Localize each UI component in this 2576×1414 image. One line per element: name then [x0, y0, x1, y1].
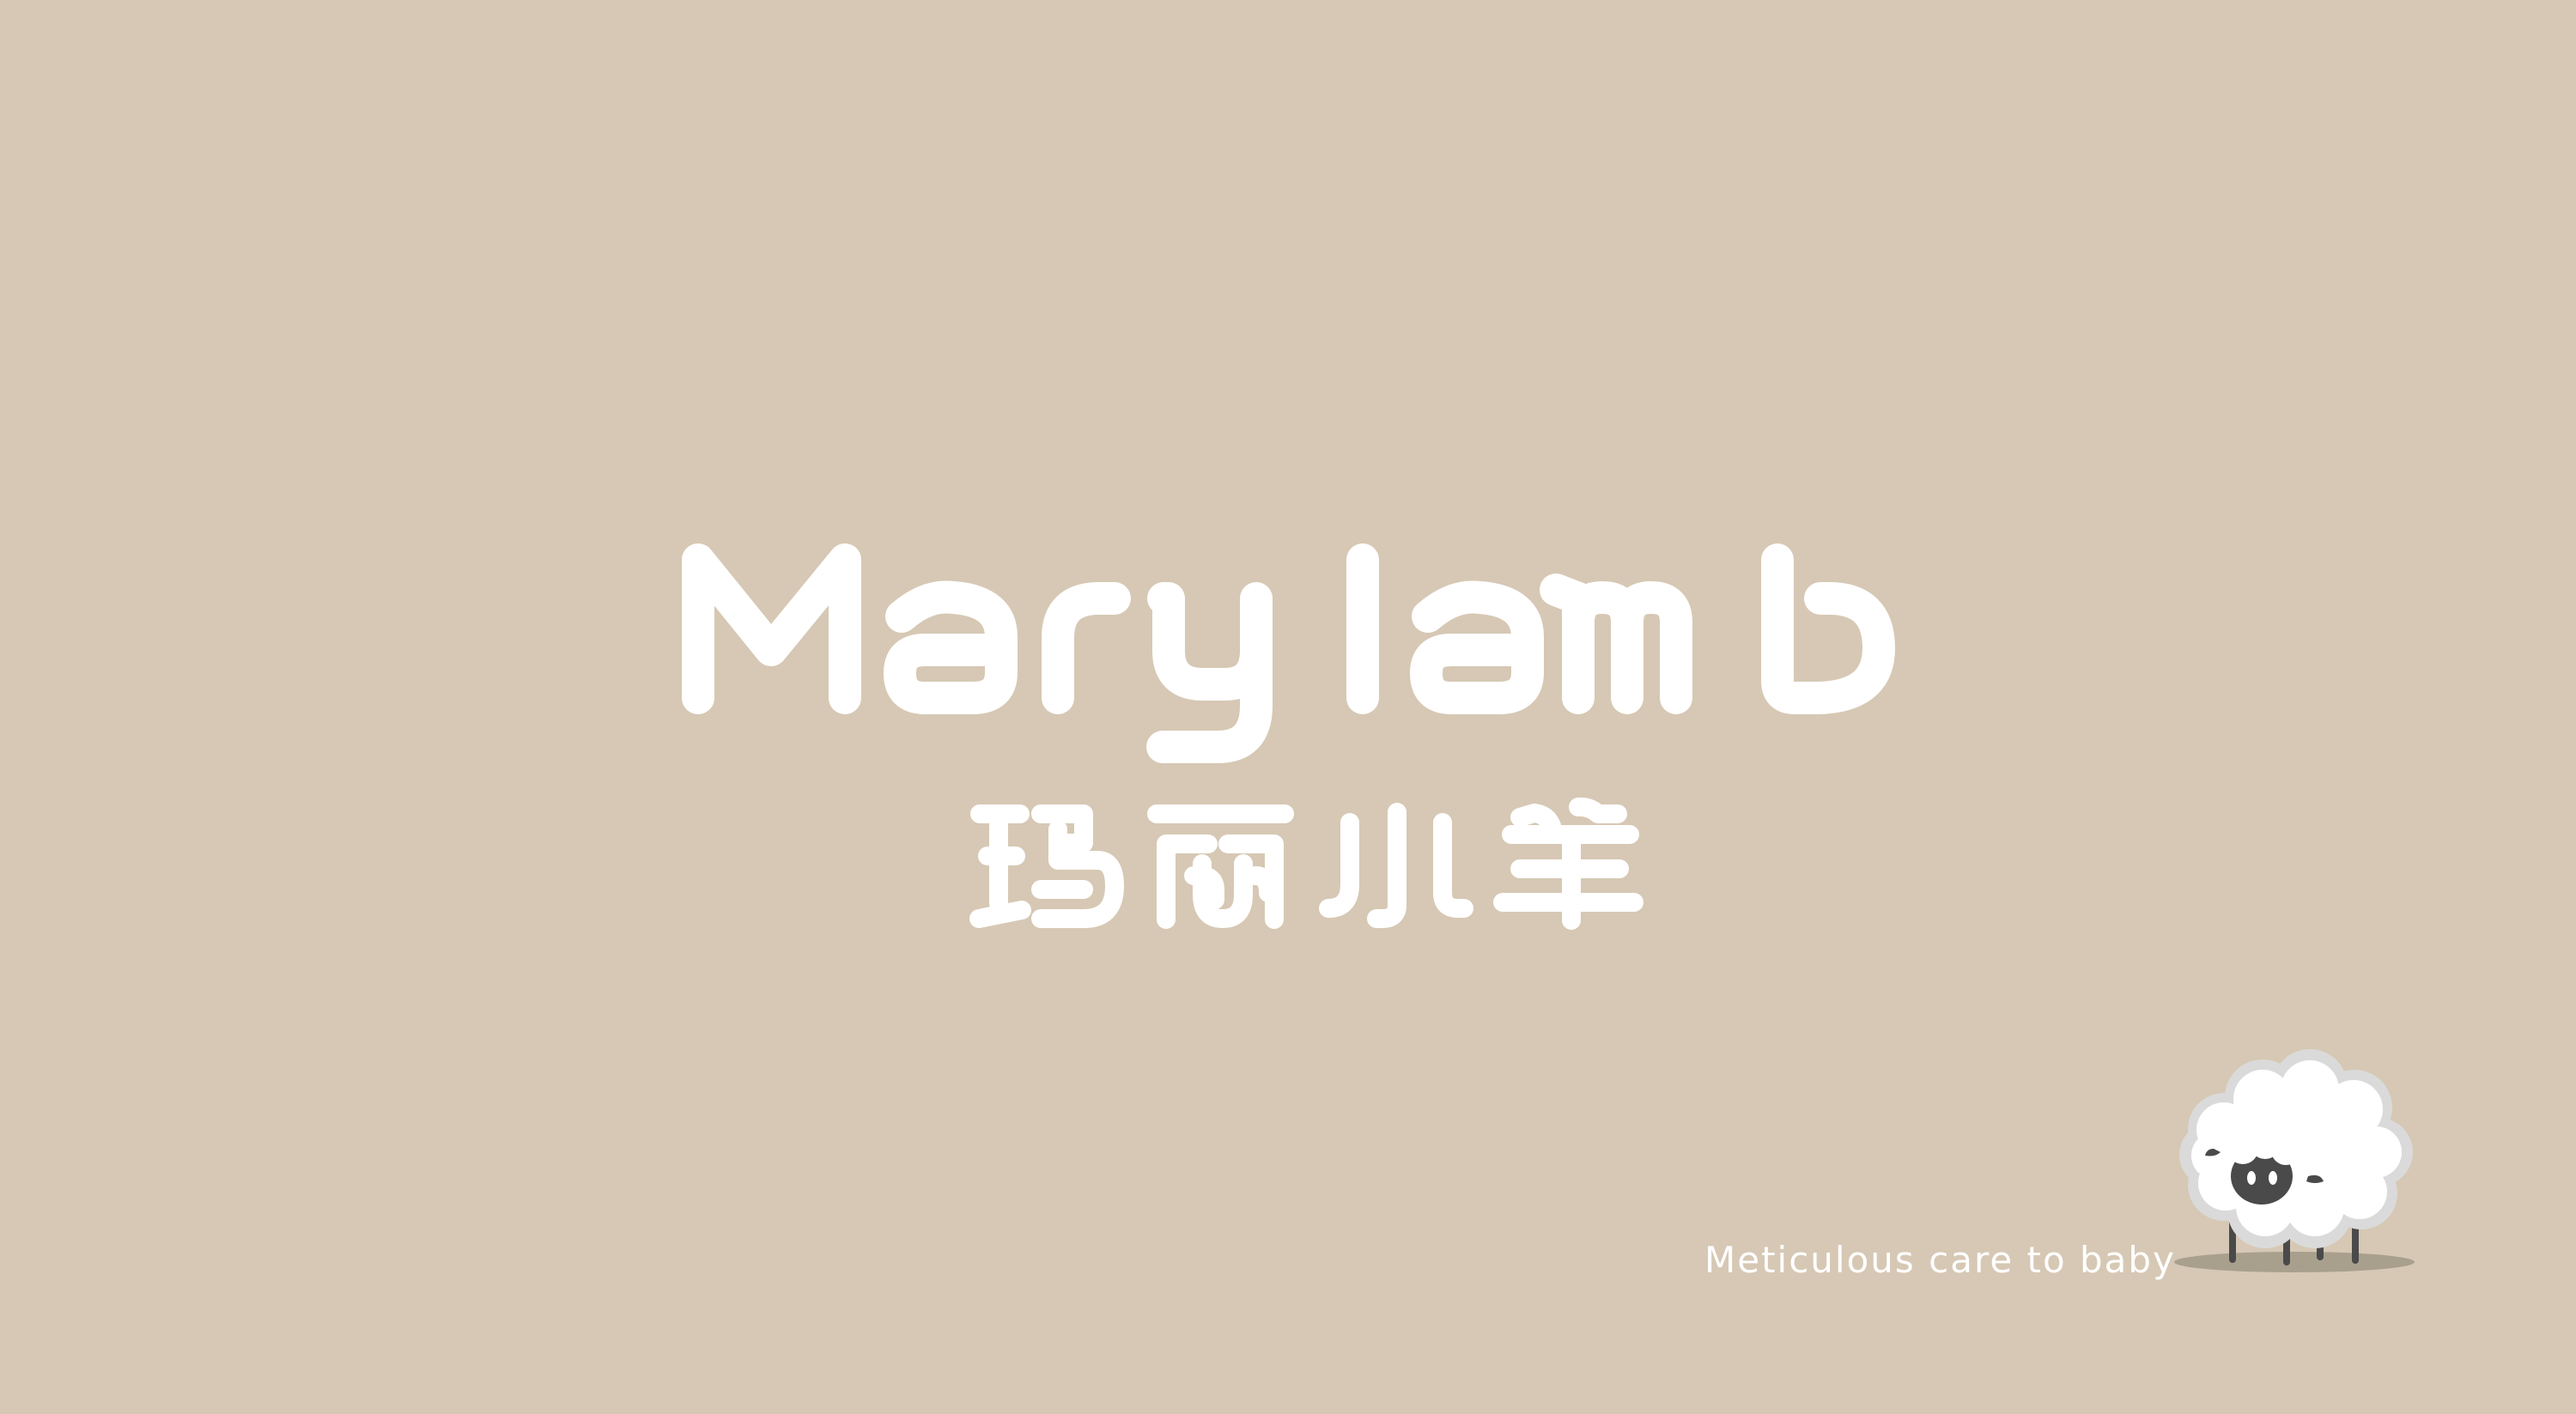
tagline: Meticulous care to baby	[1704, 1239, 2176, 1281]
sheep-forehead-wool	[2227, 1128, 2300, 1165]
sheep-left-ear	[2205, 1149, 2221, 1156]
sheep-right-eye	[2269, 1171, 2277, 1185]
sheep-icon	[2174, 1049, 2415, 1272]
wordmark-chinese	[969, 797, 1643, 930]
wordmark-english	[682, 543, 1895, 763]
shadow-ellipse	[2174, 1252, 2415, 1272]
sheep-right-ear	[2306, 1174, 2324, 1183]
sheep-left-eye	[2247, 1171, 2256, 1185]
